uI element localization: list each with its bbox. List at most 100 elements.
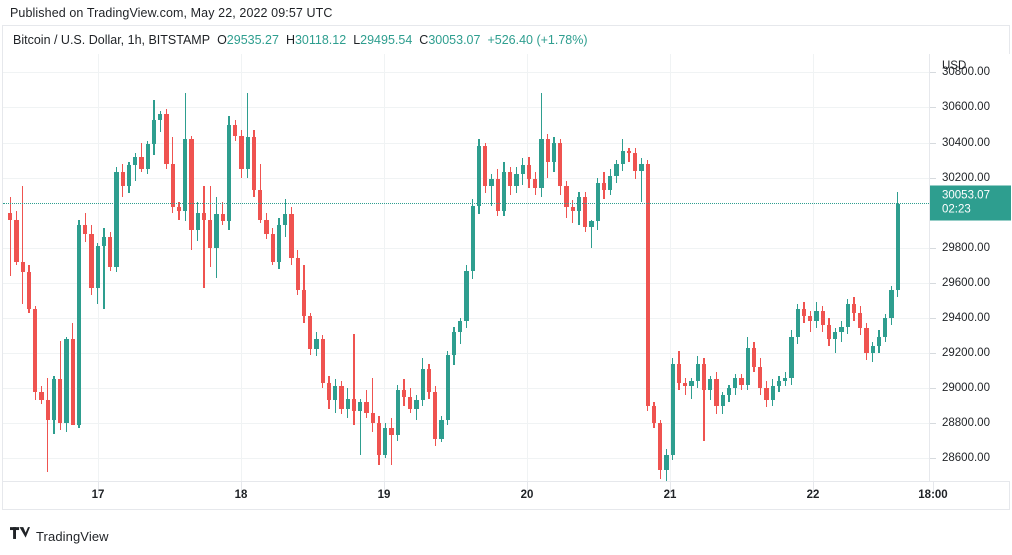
candle-body [426, 368, 432, 392]
candle-body [726, 388, 732, 396]
candle-body [383, 428, 388, 455]
horizontal-gridline [3, 388, 929, 390]
candle-body [208, 219, 213, 248]
candle-body [814, 310, 819, 322]
candle-body [526, 165, 532, 180]
candle-body [326, 382, 332, 401]
candle-wick [222, 202, 224, 225]
vertical-gridline [813, 54, 814, 481]
price-axis[interactable]: USD 30800.00 30600.00 30400.00 30200.00 2980… [929, 54, 1011, 481]
time-axis-label: 17 [91, 489, 105, 501]
candle-body [95, 246, 100, 289]
candle-wick [690, 377, 693, 399]
legend-high-value: 30118.12 [294, 33, 347, 47]
candle-body [139, 156, 144, 169]
candle-body [839, 326, 844, 332]
candle-wick [809, 310, 811, 332]
candle-body [620, 151, 625, 164]
candle-body [895, 203, 900, 290]
candle-body [308, 316, 313, 350]
candle-body [633, 153, 638, 171]
candle-body [58, 379, 63, 424]
candle-body [545, 139, 550, 162]
price-axis-tick [930, 72, 936, 74]
candle-body [639, 163, 644, 171]
candle-body [758, 367, 763, 389]
candle-body [458, 321, 463, 332]
candle-body [595, 182, 600, 222]
candle-wick [840, 321, 843, 343]
time-axis-tick [670, 482, 671, 494]
candle-body [508, 172, 513, 187]
time-axis-tick [813, 482, 814, 494]
candle-body [408, 396, 413, 410]
candle-body [108, 237, 113, 268]
candle-body [276, 224, 282, 262]
candle-body [539, 139, 544, 189]
candle-body [301, 289, 307, 317]
candle-wick [47, 377, 49, 473]
time-axis-tick [527, 482, 528, 494]
time-axis-tick [933, 482, 934, 494]
price-axis-label: 30600.00 [942, 101, 990, 114]
candle-body [233, 125, 238, 136]
time-axis-label: 22 [806, 489, 820, 501]
horizontal-gridline [3, 423, 929, 425]
candle-body [270, 233, 275, 262]
candle-wick [684, 377, 686, 396]
candle-wick [703, 358, 705, 441]
candle-body [64, 338, 69, 424]
candle-body [345, 398, 350, 410]
price-axis-unit: USD [942, 60, 967, 72]
candle-body [8, 212, 13, 220]
candle-body [351, 398, 357, 411]
time-axis[interactable]: 17 18 19 20 21 22 18:00 [3, 481, 1009, 509]
price-axis-label: 29400.00 [942, 311, 990, 324]
vertical-gridline [384, 54, 385, 481]
candle-body [670, 363, 675, 455]
candle-body [226, 125, 232, 222]
price-axis-label: 29600.00 [942, 276, 990, 289]
candle-body [808, 316, 813, 322]
candle-body [683, 382, 688, 387]
candle-body [689, 381, 694, 387]
candle-body [83, 224, 88, 234]
price-axis-tick [930, 142, 936, 144]
candle-body [358, 402, 363, 411]
candle-body [626, 151, 632, 154]
candle-body [189, 139, 194, 231]
candle-body [858, 312, 863, 329]
candle-body [164, 114, 169, 164]
candle-wick [247, 93, 249, 178]
candle-wick [572, 200, 574, 224]
candle-body [289, 214, 294, 259]
candle-body [151, 119, 157, 145]
candle-body [295, 258, 300, 290]
candle-body [158, 114, 163, 120]
candle-body [514, 174, 519, 187]
candle-body [89, 233, 94, 289]
candle-body [770, 386, 775, 401]
candle-body [614, 163, 619, 176]
candle-body [451, 331, 457, 355]
candle-body [826, 324, 832, 339]
candle-body [783, 377, 788, 382]
last-price-badge[interactable]: 30053.07 02:23 [930, 185, 1011, 221]
candle-body [239, 135, 244, 169]
time-axis-label: 20 [520, 489, 534, 501]
candle-body [401, 389, 407, 397]
price-axis-tick [930, 247, 936, 249]
price-axis-label: 29200.00 [942, 346, 990, 359]
time-axis-label: 19 [377, 489, 391, 501]
price-axis-label: 29800.00 [942, 241, 990, 254]
tradingview-chart-widget: Bitcoin / U.S. Dollar, 1h, BITSTAMP O2953… [2, 25, 1011, 510]
candle-body [801, 309, 807, 317]
legend-low-tag: L [353, 33, 361, 47]
tradingview-logo-icon [10, 527, 30, 545]
time-axis-label: 21 [663, 489, 677, 501]
horizontal-gridline [3, 142, 929, 144]
candlestick-plot-area[interactable] [3, 54, 929, 481]
candle-body [320, 338, 325, 383]
legend-low-value: 29495.54 [360, 33, 413, 47]
candle-body [133, 156, 138, 166]
